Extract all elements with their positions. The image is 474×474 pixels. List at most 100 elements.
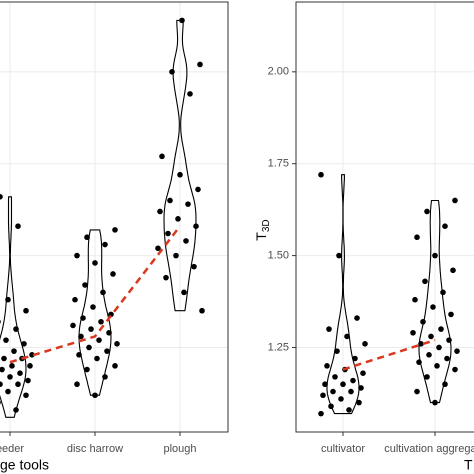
point — [102, 374, 108, 380]
point — [163, 274, 169, 281]
point — [157, 208, 163, 215]
point — [23, 392, 29, 399]
point — [179, 17, 185, 24]
point — [191, 263, 197, 270]
trend-line — [342, 338, 436, 371]
point — [358, 385, 364, 391]
x-tick-label: cultivation aggregate — [384, 443, 474, 455]
violin — [0, 196, 27, 418]
point — [86, 344, 92, 351]
y-tick-label: 2.00 — [268, 66, 289, 78]
point — [442, 381, 448, 388]
point — [27, 363, 33, 369]
point — [414, 234, 420, 241]
point — [340, 381, 346, 388]
point — [354, 315, 360, 321]
point — [0, 400, 1, 405]
point — [430, 304, 436, 310]
point — [173, 252, 179, 259]
point — [334, 348, 340, 354]
point — [446, 337, 452, 343]
point — [195, 186, 201, 193]
point — [199, 307, 205, 314]
point — [96, 337, 102, 343]
point — [0, 319, 1, 324]
point — [76, 352, 82, 358]
y-tick-label: 1.25 — [268, 341, 289, 353]
point — [410, 329, 416, 336]
point — [452, 197, 458, 204]
point — [436, 344, 442, 351]
point — [350, 377, 356, 384]
point — [175, 216, 181, 222]
point — [422, 278, 428, 285]
point — [442, 223, 448, 229]
point — [328, 403, 334, 410]
point — [7, 374, 13, 380]
point — [177, 171, 183, 178]
point — [114, 340, 120, 347]
point — [326, 326, 332, 332]
point — [412, 296, 418, 303]
point — [70, 322, 76, 329]
point — [110, 271, 116, 277]
point — [25, 377, 31, 384]
point — [418, 340, 424, 347]
point — [112, 363, 118, 369]
point — [5, 388, 11, 395]
violin — [163, 19, 197, 312]
point — [452, 366, 458, 373]
point — [181, 289, 187, 296]
point — [362, 340, 368, 347]
x-tick-label: eeder — [0, 443, 24, 455]
point — [13, 326, 19, 332]
point — [72, 296, 78, 303]
y-tick-label: 1.50 — [268, 249, 289, 261]
point — [78, 333, 84, 340]
point — [167, 197, 173, 204]
point — [324, 363, 330, 369]
point — [88, 326, 94, 332]
point — [94, 355, 100, 362]
point — [330, 388, 336, 395]
point — [424, 374, 430, 380]
point — [23, 307, 29, 314]
point — [414, 388, 420, 395]
point — [320, 392, 326, 399]
point — [3, 337, 9, 343]
point — [424, 208, 430, 215]
point — [112, 227, 118, 233]
point — [74, 252, 80, 259]
point — [356, 399, 362, 406]
point — [344, 333, 350, 340]
point — [346, 407, 352, 413]
point — [1, 355, 7, 362]
point — [104, 348, 110, 354]
point — [165, 230, 171, 237]
point — [440, 289, 446, 296]
point — [318, 410, 324, 417]
point — [428, 333, 434, 340]
violin — [418, 199, 452, 404]
point — [21, 340, 27, 347]
point — [450, 267, 456, 274]
point — [434, 363, 440, 369]
point — [169, 69, 175, 75]
point — [332, 374, 338, 380]
point — [322, 381, 328, 388]
x-tick-label: cultivator — [321, 443, 365, 455]
point — [432, 252, 438, 259]
point — [448, 311, 454, 318]
point — [193, 223, 199, 229]
point — [15, 381, 21, 388]
point — [17, 370, 23, 376]
point — [426, 352, 432, 358]
point — [336, 252, 342, 259]
point — [100, 289, 106, 296]
point — [338, 396, 344, 402]
y-axis-label-sub: 3D — [261, 219, 272, 232]
point — [9, 363, 15, 369]
point — [82, 282, 88, 288]
point — [84, 234, 90, 241]
